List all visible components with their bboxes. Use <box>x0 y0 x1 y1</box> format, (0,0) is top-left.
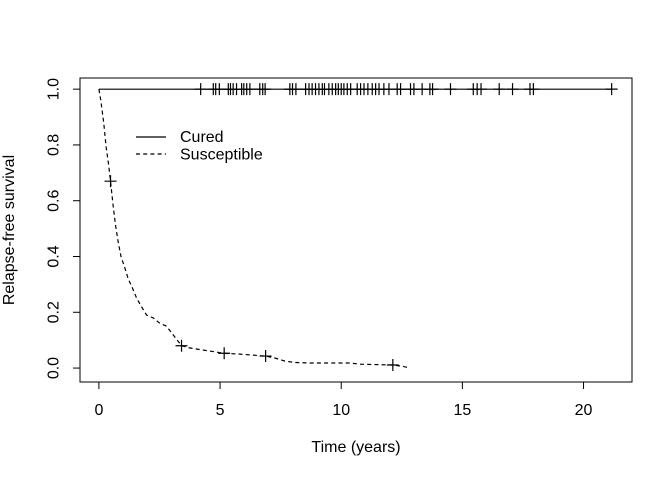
x-axis-tick-label: 0 <box>94 402 103 419</box>
y-axis-tick-label: 0.2 <box>46 301 63 323</box>
censor-plus-icon <box>426 83 439 96</box>
censor-plus-icon <box>444 83 457 96</box>
censor-plus-icon <box>386 358 399 371</box>
censor-plus-icon <box>475 83 488 96</box>
censor-plus-icon <box>104 175 117 188</box>
censor-plus-icon <box>493 83 506 96</box>
censor-plus-icon <box>218 347 231 360</box>
x-axis-tick-label: 15 <box>453 402 471 419</box>
legend-label-susceptible: Susceptible <box>180 147 263 164</box>
y-axis-tick-label: 0.4 <box>46 245 63 267</box>
x-axis-tick-label: 5 <box>216 402 225 419</box>
censor-plus-icon <box>259 350 272 363</box>
axes-layer: 0 5 10 15 20 0.0 0.2 0.4 0.6 0.8 1.0 <box>46 78 593 419</box>
censor-plus-icon <box>175 339 188 352</box>
series-layer <box>98 83 618 371</box>
x-axis-tick-label: 10 <box>332 402 350 419</box>
y-axis-tick-label: 0.0 <box>46 357 63 379</box>
y-axis-tick-label: 0.8 <box>46 134 63 156</box>
censor-plus-icon <box>527 83 540 96</box>
legend: Cured Susceptible <box>136 129 263 164</box>
x-axis-title: Time (years) <box>311 439 400 456</box>
legend-label-cured: Cured <box>180 129 224 146</box>
survival-curve-susceptible <box>98 89 409 369</box>
censor-plus-icon <box>605 83 618 96</box>
y-axis-title: Relapse-free survival <box>1 155 18 305</box>
y-axis-tick-label: 1.0 <box>46 78 63 100</box>
censor-plus-icon <box>506 83 519 96</box>
plot-border <box>79 77 633 383</box>
y-axis-tick-label: 0.6 <box>46 189 63 211</box>
censor-plus-icon <box>259 83 272 96</box>
censor-plus-icon <box>194 83 207 96</box>
x-axis-tick-label: 20 <box>575 402 593 419</box>
